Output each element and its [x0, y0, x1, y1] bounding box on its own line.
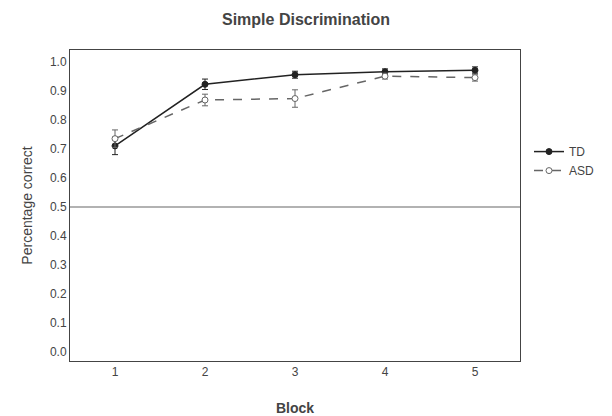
svg-text:0.8: 0.8 [50, 113, 67, 127]
svg-text:0.7: 0.7 [50, 142, 67, 156]
svg-text:0.9: 0.9 [50, 84, 67, 98]
svg-text:0.6: 0.6 [50, 171, 67, 185]
svg-text:2: 2 [202, 365, 209, 379]
svg-text:0.1: 0.1 [50, 316, 67, 330]
svg-text:TD: TD [569, 145, 585, 159]
svg-text:0.0: 0.0 [50, 345, 67, 359]
svg-text:Percentage correct: Percentage correct [19, 146, 35, 264]
svg-text:1: 1 [112, 365, 119, 379]
svg-text:3: 3 [292, 365, 299, 379]
svg-text:4: 4 [382, 365, 389, 379]
svg-text:1.0: 1.0 [50, 55, 67, 69]
svg-text:0.3: 0.3 [50, 258, 67, 272]
svg-text:5: 5 [472, 365, 479, 379]
svg-text:0.4: 0.4 [50, 229, 67, 243]
svg-text:0.5: 0.5 [50, 200, 67, 214]
svg-text:ASD: ASD [569, 164, 594, 178]
svg-text:0.2: 0.2 [50, 287, 67, 301]
svg-text:Simple Discrimination: Simple Discrimination [222, 11, 390, 28]
svg-text:Block: Block [276, 400, 314, 416]
